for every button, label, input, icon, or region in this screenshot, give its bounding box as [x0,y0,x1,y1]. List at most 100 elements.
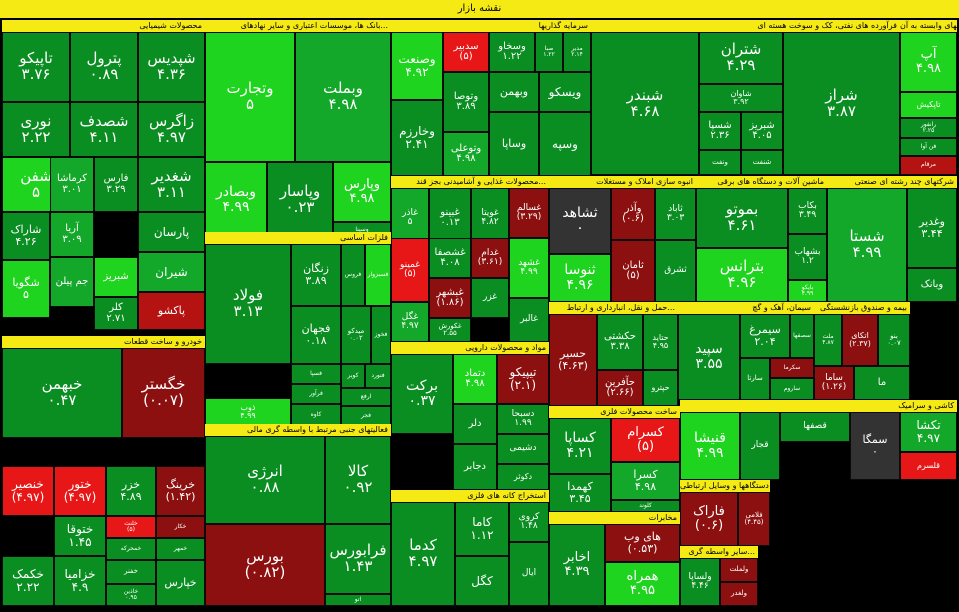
stock-tile[interactable]: تاپکیش [900,92,957,118]
sector-header[interactable]: استخراج کانه های فلزی [391,490,549,502]
sector-header[interactable]: ماشین آلات و دستگاه های برقی [696,176,827,188]
stock-tile[interactable]: وتوعلی ۴.۹۸ [443,132,489,176]
sector-header[interactable]: شرکتهای چند رشته ای صنعتی [827,176,957,188]
stock-tile[interactable]: وتجارت ۵ [205,32,295,162]
stock-tile[interactable]: قجار [740,412,780,480]
stock-tile[interactable]: شبندر ۴.۶۸ [591,32,699,175]
stock-tile[interactable]: فلامی (۴.۴۵) [738,492,770,546]
stock-tile[interactable]: رانفور ۲.۲۵ [900,118,957,138]
stock-tile[interactable]: شپدیس ۴.۳۶ [138,32,205,102]
stock-tile[interactable]: خپارس [156,560,205,606]
stock-tile[interactable]: قصفها [780,412,850,442]
stock-tile[interactable]: خزامیا ۴.۹ [54,556,106,606]
sector-header[interactable]: سایر واسطه گری... [680,546,758,558]
stock-tile[interactable]: غکورش ۲.۵۵ [429,318,471,342]
sector-header[interactable]: حمل و نقل، انبارداری و ارتباط... [549,302,678,314]
stock-tile[interactable]: اخابر ۴.۳۹ [549,524,605,606]
stock-tile[interactable]: فجر [341,406,391,426]
stock-tile[interactable]: صبا ۱.۲۲ [535,32,563,72]
stock-tile[interactable]: غشصفا ۴.۰۸ [429,238,471,278]
stock-tile[interactable]: ذوب ۴.۹۹ [205,398,291,426]
stock-tile[interactable]: ویسکو [539,72,591,112]
stock-tile[interactable]: بورس (۰.۸۲) [205,524,325,606]
stock-tile[interactable]: کسرا ۴.۹۸ [611,462,680,500]
stock-tile[interactable]: خمهر [156,538,205,560]
stock-tile[interactable]: ولغدر [720,582,758,606]
stock-tile[interactable]: بموتو ۴.۶۱ [696,188,788,248]
stock-tile[interactable]: شستا ۴.۹۹ [827,188,907,302]
sector-header[interactable]: فلزات اساسی [205,232,391,244]
stock-tile[interactable]: خنصیر (۴.۹۷) [2,466,54,516]
stock-tile[interactable]: حسیر (۴.۶۳) [549,314,597,406]
stock-tile[interactable]: وبهمن [489,72,539,112]
stock-tile[interactable]: اتو [325,594,391,606]
stock-tile[interactable]: شبریز [94,257,138,297]
stock-tile[interactable]: ولساپا ۴.۴۶ [680,558,720,606]
stock-tile[interactable]: حتاید ۴.۹۵ [643,314,678,370]
stock-tile[interactable]: پاکشو [138,292,205,330]
stock-tile[interactable]: خگستر (۰.۰۷) [122,348,205,438]
stock-tile[interactable]: فنورد [365,364,391,388]
stock-tile[interactable]: ثشاهد ۰ [549,188,611,254]
stock-tile[interactable]: ثامان (۵) [611,240,655,302]
stock-tile[interactable]: شسپا ۲.۳۶ [699,112,741,150]
stock-tile[interactable]: وبصادر ۴.۹۹ [205,162,267,238]
stock-tile[interactable]: غزر [471,278,509,318]
stock-tile[interactable]: کساپا ۴.۲۱ [549,418,611,474]
stock-tile[interactable]: پترول ۰.۸۹ [70,32,138,102]
stock-tile[interactable]: وبانک [907,268,957,302]
stock-tile[interactable]: های وب (۰.۵۳) [605,524,680,562]
stock-tile[interactable]: فارس ۳.۲۹ [94,157,138,212]
stock-tile[interactable]: سمگا ۰ [850,412,900,480]
stock-tile[interactable]: تکشا ۴.۹۷ [900,412,957,452]
stock-tile[interactable]: ختور (۴.۹۷) [54,466,106,516]
stock-tile[interactable]: فروس [341,244,365,306]
stock-tile[interactable]: کاما ۱.۱۲ [455,502,509,556]
stock-tile[interactable]: سیمرغ ۲.۰۴ [740,314,790,358]
stock-tile[interactable]: حکشتی ۳.۳۸ [597,314,643,370]
stock-tile[interactable]: غدام (۳.۶۱) [471,238,509,278]
stock-tile[interactable]: دشیمی [497,434,549,464]
stock-tile[interactable]: فسبزوار [365,244,391,306]
stock-tile[interactable]: میدکو ۰.۰۲ [341,306,371,364]
stock-tile[interactable]: فرابورس ۱.۴۳ [325,524,391,594]
sector-header[interactable]: محصولات غذایی و آشامیدنی بجز قند... [391,176,549,188]
stock-tile[interactable]: قنیشا ۴.۹۹ [680,412,740,480]
stock-tile[interactable]: دکوثر [497,464,549,490]
stock-tile[interactable]: خزر ۴.۸۹ [106,466,156,516]
sector-header[interactable]: مواد و محصولات دارویی [391,342,549,354]
stock-tile[interactable]: کلوند [611,500,680,512]
stock-tile[interactable]: ولملت [720,558,758,582]
stock-tile[interactable]: وصنعت ۴.۹۲ [391,32,443,100]
stock-tile[interactable]: وپارس ۴.۹۸ [333,162,391,222]
stock-tile[interactable]: شاراک ۴.۲۶ [2,212,50,260]
stock-tile[interactable]: ونفت [699,150,741,175]
stock-tile[interactable]: کاوه [291,404,341,426]
stock-tile[interactable]: وساپا [489,112,539,176]
stock-tile[interactable]: دلر [453,404,497,444]
stock-tile[interactable]: ثاباد ۳.۰۳ [655,188,696,240]
sector-header[interactable]: خودرو و ساخت قطعات [2,336,205,348]
stock-tile[interactable]: ایال [509,542,549,606]
sector-header[interactable]: ساخت دستگاهها و وسایل ارتباطی [680,480,770,492]
stock-tile[interactable]: فخوز [371,306,391,364]
stock-tile[interactable]: وخارزم ۲.۴۱ [391,100,443,176]
stock-tile[interactable]: مدیر ۲.۱۴ [563,32,591,72]
stock-tile[interactable]: انرژی ۰.۸۸ [205,436,325,524]
stock-tile[interactable]: نوری ۲.۲۲ [2,102,70,157]
stock-tile[interactable]: سکرما [770,358,814,378]
stock-tile[interactable]: خرینگ (۱.۴۲) [156,466,205,516]
stock-tile[interactable]: شگویا ۵ [2,260,50,318]
stock-tile[interactable]: اتکای (۲.۳۷) [842,314,878,366]
stock-tile[interactable]: خکمک ۲.۲۲ [2,556,54,606]
stock-tile[interactable]: غگل ۴.۹۷ [391,302,429,342]
stock-tile[interactable]: پارسان [138,212,205,252]
stock-tile[interactable]: همراه ۴.۹۵ [605,562,680,606]
stock-tile[interactable]: شراز ۳.۸۷ [783,32,900,175]
stock-tile[interactable]: ما [854,366,910,400]
stock-tile[interactable]: شاوان ۳.۹۲ [699,84,783,112]
sector-header[interactable]: فرآورده های نفتی، کک و سوخت هسته ای [591,20,900,32]
stock-tile[interactable]: تیپیکو (۲.۱) [497,354,549,404]
stock-tile[interactable]: کروی ۱.۴۸ [509,502,549,542]
stock-tile[interactable]: آپ ۴.۹۸ [900,32,957,92]
